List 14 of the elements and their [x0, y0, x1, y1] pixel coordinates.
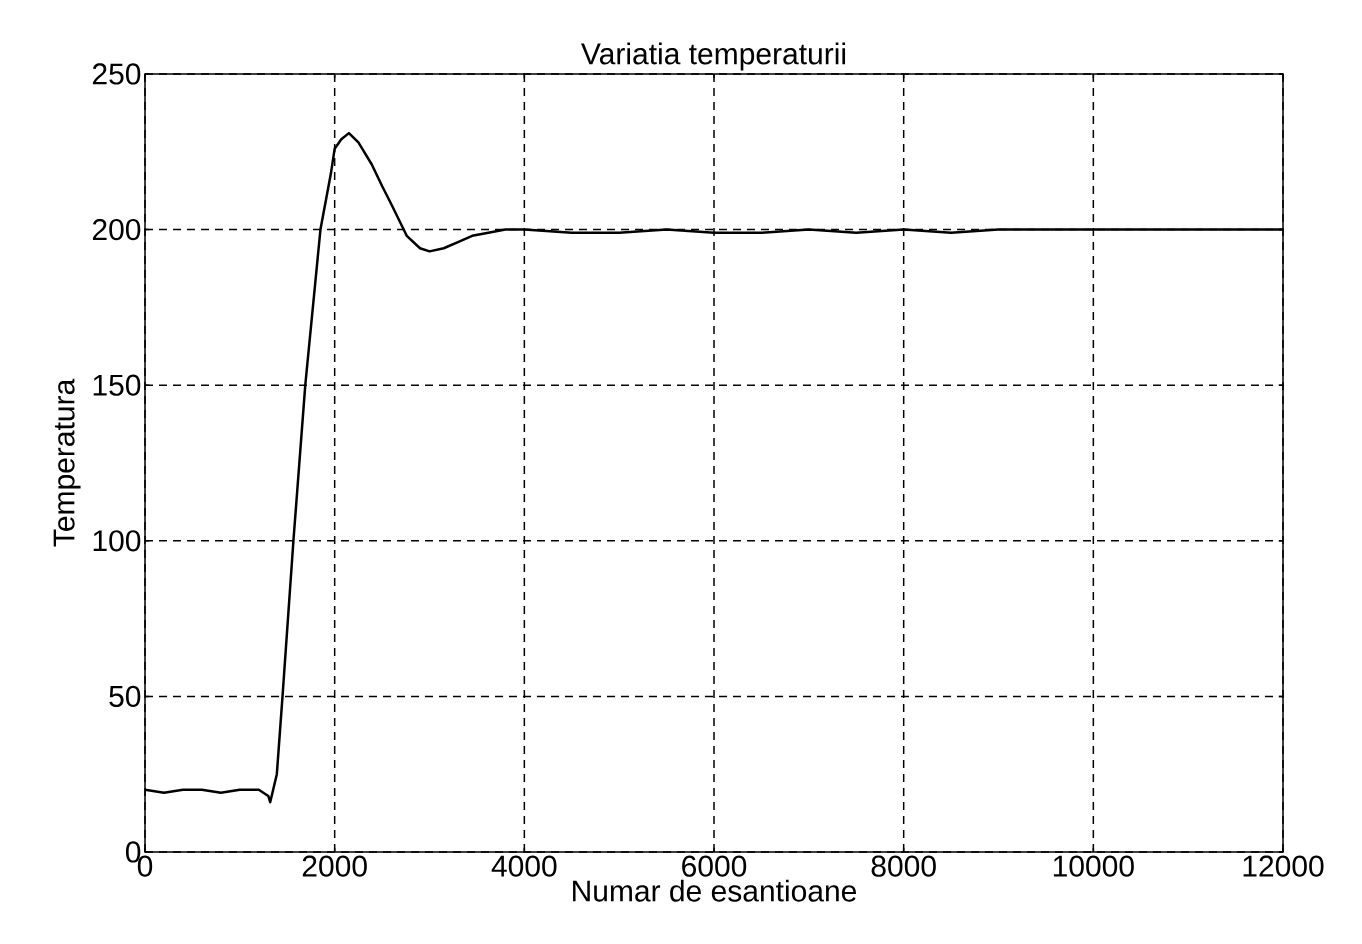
x-tick-label: 12000: [1243, 855, 1324, 877]
y-tick-label: 200: [92, 218, 141, 241]
y-tick-label: 150: [93, 374, 141, 396]
y-tick-label: 100: [93, 530, 141, 552]
chart-title: Variatia temperaturii: [581, 42, 846, 71]
x-tick-label: 10000: [1053, 855, 1134, 877]
x-tick-label: 8000: [871, 855, 936, 877]
y-tick-label: 250: [92, 63, 141, 85]
x-axis-title: Numar de esantioane: [573, 879, 857, 902]
y-axis-title: Temperatura: [53, 378, 81, 547]
y-tick-label: 50: [109, 685, 141, 708]
x-tick-label: 6000: [682, 855, 747, 877]
x-tick-label: 4000: [491, 855, 557, 877]
x-tick-label: 2000: [302, 855, 367, 877]
